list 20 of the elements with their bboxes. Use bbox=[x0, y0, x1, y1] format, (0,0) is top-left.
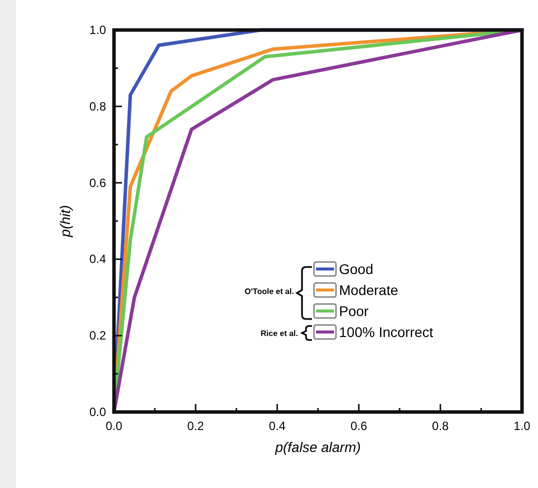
y-tick-label: 0.0 bbox=[89, 405, 106, 419]
annotation: O'Toole et al. bbox=[244, 287, 294, 296]
legend-label: Good bbox=[339, 261, 374, 277]
legend-label: Moderate bbox=[339, 282, 398, 298]
x-tick-label: 0.8 bbox=[432, 419, 450, 433]
legend-label: Poor bbox=[339, 303, 369, 319]
y-axis-title: p(hit) bbox=[57, 205, 73, 238]
x-tick-label: 0.6 bbox=[350, 419, 368, 433]
legend-label: 100% Incorrect bbox=[339, 324, 434, 340]
y-tick-label: 0.6 bbox=[89, 176, 106, 190]
y-tick-label: 0.4 bbox=[89, 252, 106, 266]
x-tick-label: 0.0 bbox=[106, 419, 123, 433]
x-tick-label: 0.2 bbox=[187, 419, 204, 433]
x-axis-title: p(false alarm) bbox=[274, 439, 361, 455]
y-tick-label: 0.8 bbox=[89, 99, 106, 114]
y-tick-label: 0.2 bbox=[89, 328, 106, 343]
x-tick-label: 0.4 bbox=[268, 419, 286, 433]
annotation: Rice et al. bbox=[260, 329, 298, 338]
x-tick-label: 1.0 bbox=[514, 419, 531, 433]
y-tick-label: 1.0 bbox=[89, 23, 106, 37]
